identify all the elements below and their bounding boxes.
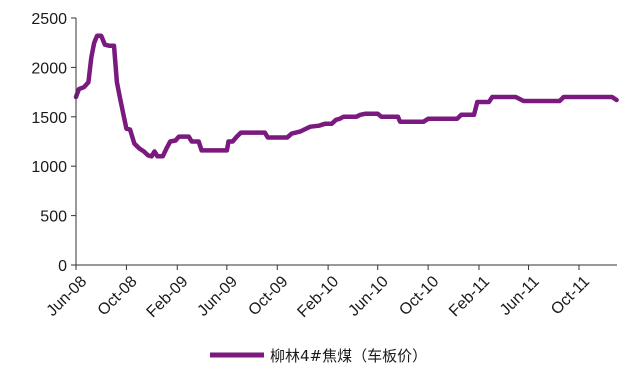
x-tick-label: Jun-10 [345,273,392,320]
x-tick-label: Jun-08 [44,273,91,320]
x-tick-label: Jun-11 [497,273,543,319]
y-tick-label: 2000 [31,60,67,77]
y-tick-label: 1500 [31,110,67,127]
x-tick-label: Feb-09 [144,273,192,321]
x-tick-label: Jun-09 [194,273,241,320]
x-tick-label: Oct-10 [396,273,442,319]
y-tick-label: 1000 [31,159,67,176]
x-axis-ticks: Jun-08 Oct-08 Feb-09 Jun-09 Oct-09 Feb-10 Jun-… [44,265,593,321]
plot-area [73,33,619,159]
y-tick-label: 500 [40,209,67,226]
series-line [73,33,619,159]
x-tick-label: Oct-08 [95,273,141,319]
x-tick-label: Oct-11 [548,273,593,318]
legend-label: 柳林4#焦煤（车板价） [270,347,427,365]
x-tick-label: Feb-10 [294,273,342,321]
y-tick-label: 0 [58,258,67,275]
y-axis-ticks: 0 500 1000 1500 2000 2500 [31,11,76,275]
x-tick-label: Feb-11 [446,273,493,320]
legend: 柳林4#焦煤（车板价） [210,347,427,365]
x-tick-label: Oct-09 [245,273,291,319]
y-tick-label: 2500 [31,11,67,28]
